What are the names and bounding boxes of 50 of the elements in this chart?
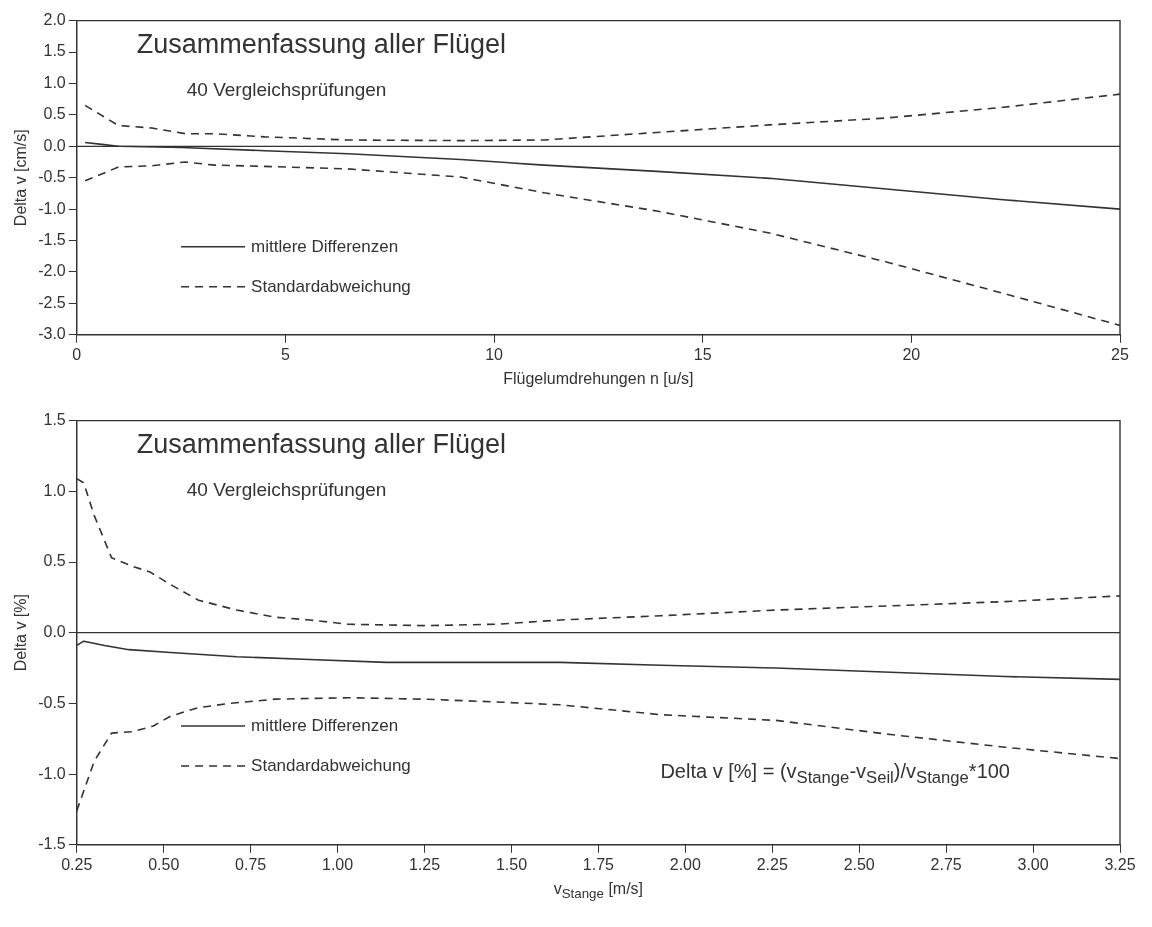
text: 40 Vergleichsprüfungen: [186, 78, 387, 101]
x-axis-title: Flügelumdrehungen n [u/s]: [502, 370, 695, 388]
x-axis-title: v$_{Stange}$ [m/s]: [552, 880, 645, 902]
y-tick-label: 0.0: [43, 136, 66, 154]
y-tick-label: -1.5: [38, 230, 66, 248]
y-tick-label: 0.5: [43, 105, 66, 123]
y-tick-label: 2.0: [43, 11, 66, 29]
x-tick-label: 2.50: [843, 855, 875, 873]
y-axis-title: Delta v [%]: [12, 594, 30, 672]
y-tick-label: 1.0: [43, 481, 66, 499]
annotation: Delta v [%] = (v$_{Stange}$-v$_{Seil}$)/v$_{Stange}$*100: [660, 759, 1010, 788]
x-tick-label: 20: [902, 345, 921, 363]
x-tick-label: 0.75: [235, 855, 267, 873]
x-tick-label: 1.25: [408, 855, 441, 873]
x-tick-label: 0: [72, 345, 82, 363]
text: 40 Vergleichsprüfungen: [186, 478, 387, 501]
y-tick-label: -3.0: [38, 325, 66, 343]
x-tick-label: 1.75: [582, 855, 615, 873]
y-tick-label: 1.5: [43, 411, 66, 429]
x-tick-label: 15: [693, 345, 712, 363]
y-tick-label: -1.0: [38, 764, 66, 782]
x-tick-label: 2.75: [930, 855, 962, 873]
y-tick-label: 0.5: [43, 552, 66, 570]
x-tick-label: 10: [485, 345, 504, 363]
legend-label: Standardabweichung: [251, 276, 411, 296]
y-tick-label: -2.0: [38, 262, 66, 280]
x-tick-label: 1.50: [495, 855, 528, 873]
x-tick-label: 3.25: [1104, 855, 1136, 873]
chart-title: Zusammenfassung aller Flügel: [136, 28, 506, 60]
legend-label: Standardabweichung: [251, 755, 411, 775]
y-tick-label: -1.5: [38, 835, 66, 853]
y-tick-label: -0.5: [38, 693, 66, 711]
x-tick-label: 5: [280, 345, 290, 363]
y-tick-label: 0.0: [43, 623, 66, 641]
chart-title: Zusammenfassung aller Flügel: [136, 428, 506, 460]
x-tick-label: 3.00: [1017, 855, 1049, 873]
x-tick-label: 25: [1111, 345, 1129, 363]
y-tick-label: -0.5: [38, 168, 66, 186]
legend-label: mittlere Differenzen: [251, 236, 399, 256]
x-tick-label: 2.00: [669, 855, 701, 873]
y-tick-label: 1.5: [43, 42, 66, 60]
x-tick-label: 2.25: [756, 855, 788, 873]
y-axis-title: Delta v [cm/s]: [12, 129, 30, 227]
legend-label: mittlere Differenzen: [251, 715, 399, 735]
x-tick-label: 1.00: [322, 855, 354, 873]
y-tick-label: -2.5: [38, 293, 66, 311]
x-tick-label: 0.25: [61, 855, 93, 873]
y-tick-label: -1.0: [38, 199, 66, 217]
y-tick-label: 1.0: [43, 73, 66, 91]
x-tick-label: 0.50: [148, 855, 180, 873]
